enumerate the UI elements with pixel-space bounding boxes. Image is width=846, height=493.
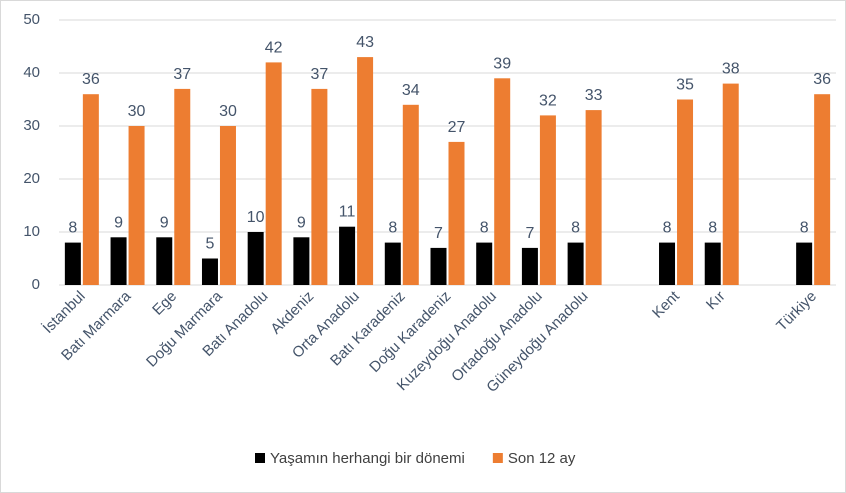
data-label: 8	[480, 220, 489, 237]
data-label: 8	[663, 220, 672, 237]
bar	[585, 110, 602, 285]
data-label: 43	[356, 34, 374, 51]
bar	[247, 232, 264, 285]
data-label: 36	[813, 71, 831, 88]
legend-label: Son 12 ay	[508, 450, 576, 467]
data-label: 37	[310, 66, 328, 83]
bar	[201, 258, 218, 285]
legend-swatch	[492, 453, 503, 463]
bar	[128, 126, 145, 285]
data-label: 32	[539, 92, 557, 109]
bar	[476, 242, 493, 285]
bar	[357, 57, 374, 285]
data-label: 33	[585, 87, 603, 104]
data-label: 8	[800, 220, 809, 237]
bar	[494, 78, 511, 285]
data-label: 9	[114, 214, 123, 231]
y-tick-label: 40	[23, 64, 40, 81]
y-tick-label: 30	[23, 117, 40, 134]
data-label: 9	[160, 214, 169, 231]
y-tick-label: 20	[23, 170, 40, 187]
bar	[293, 237, 310, 285]
bar	[265, 62, 282, 286]
data-label: 38	[722, 61, 740, 78]
bar	[659, 242, 676, 285]
bar	[156, 237, 173, 285]
bar	[384, 242, 401, 285]
bar	[402, 104, 419, 285]
data-label: 30	[128, 103, 146, 120]
legend-swatch	[255, 453, 265, 463]
data-label: 37	[173, 66, 191, 83]
bar	[722, 83, 739, 285]
legend-label: Yaşamın herhangi bir dönemi	[270, 450, 465, 467]
bar	[82, 94, 99, 285]
data-label: 11	[339, 204, 356, 221]
y-tick-label: 0	[32, 276, 40, 293]
data-label: 8	[68, 220, 77, 237]
data-label: 8	[388, 220, 397, 237]
bar	[448, 141, 465, 285]
data-label: 10	[247, 209, 265, 226]
data-label: 35	[676, 77, 694, 94]
data-label: 42	[265, 39, 283, 56]
data-label: 36	[82, 71, 100, 88]
bar	[567, 242, 584, 285]
data-label: 7	[525, 225, 534, 242]
data-label: 39	[493, 55, 511, 72]
data-label: 30	[219, 103, 237, 120]
y-tick-label: 50	[23, 11, 40, 28]
bar	[704, 242, 721, 285]
y-tick-label: 10	[23, 223, 40, 240]
bar	[796, 242, 813, 285]
bar	[539, 115, 556, 286]
bar	[64, 242, 81, 285]
bar	[311, 88, 328, 286]
bar	[521, 247, 538, 285]
data-label: 7	[434, 225, 443, 242]
bar	[430, 247, 447, 285]
bar	[219, 126, 236, 285]
data-label: 8	[708, 220, 717, 237]
bar	[814, 94, 831, 285]
data-label: 9	[297, 214, 306, 231]
bar	[339, 226, 356, 285]
data-label: 34	[402, 82, 420, 99]
bar	[110, 237, 127, 285]
bar	[174, 88, 191, 286]
bar	[677, 99, 694, 285]
data-label: 8	[571, 220, 580, 237]
data-label: 5	[206, 236, 215, 253]
data-label: 27	[448, 119, 466, 136]
